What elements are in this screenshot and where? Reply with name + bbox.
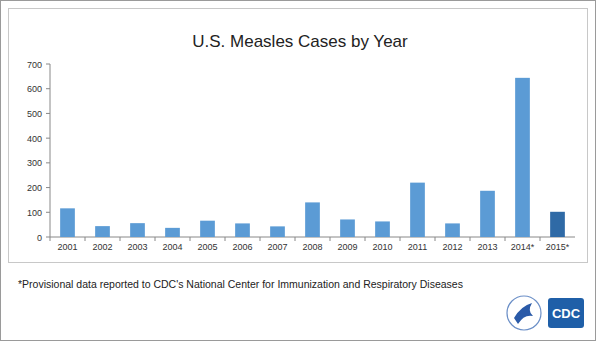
y-tick-label: 500 bbox=[27, 109, 42, 119]
x-tick-label: 2014* bbox=[511, 242, 535, 252]
bar bbox=[410, 183, 425, 237]
x-tick-label: 2015* bbox=[546, 242, 570, 252]
x-tick bbox=[365, 237, 366, 241]
tick-mark bbox=[46, 64, 50, 65]
x-tick bbox=[120, 237, 121, 241]
bar bbox=[375, 221, 390, 237]
x-tick bbox=[260, 237, 261, 241]
x-tick bbox=[155, 237, 156, 241]
y-tick-label: 400 bbox=[27, 134, 42, 144]
x-tick bbox=[540, 237, 541, 241]
bar bbox=[445, 223, 460, 237]
x-tick bbox=[330, 237, 331, 241]
x-tick-label: 2006 bbox=[232, 242, 252, 252]
bar bbox=[550, 212, 565, 237]
footnote: *Provisional data reported to CDC's Nati… bbox=[18, 278, 463, 290]
bar bbox=[340, 219, 355, 237]
bar bbox=[130, 223, 145, 237]
x-tick bbox=[295, 237, 296, 241]
tick-mark bbox=[46, 138, 50, 139]
hhs-logo bbox=[507, 296, 541, 330]
cdc-logo: CDC bbox=[548, 298, 584, 328]
x-tick-label: 2003 bbox=[127, 242, 147, 252]
y-tick-label: 600 bbox=[27, 84, 42, 94]
tick-mark bbox=[46, 187, 50, 188]
bar bbox=[515, 78, 530, 237]
bars bbox=[60, 78, 565, 237]
chart: U.S. Measles Cases by Year 0 100 200 300 400 5… bbox=[0, 0, 596, 341]
x-tick-label: 2002 bbox=[92, 242, 112, 252]
bar bbox=[305, 202, 320, 237]
x-tick-label: 2001 bbox=[57, 242, 77, 252]
chart-box bbox=[9, 9, 588, 263]
y-tick-label: 300 bbox=[27, 158, 42, 168]
frame bbox=[1, 1, 596, 341]
y-tick-label: 100 bbox=[27, 208, 42, 218]
x-tick-label: 2010 bbox=[372, 242, 392, 252]
tick-mark bbox=[46, 237, 50, 238]
bar bbox=[200, 221, 215, 237]
x-tick bbox=[400, 237, 401, 241]
x-tick bbox=[505, 237, 506, 241]
y-axis bbox=[50, 64, 51, 237]
x-tick-label: 2007 bbox=[267, 242, 287, 252]
x-tick bbox=[85, 237, 86, 241]
bar bbox=[270, 226, 285, 237]
x-tick-label: 2009 bbox=[337, 242, 357, 252]
tick-mark bbox=[46, 113, 50, 114]
x-tick-label: 2011 bbox=[408, 242, 427, 252]
bar bbox=[235, 223, 250, 237]
x-tick bbox=[225, 237, 226, 241]
bar bbox=[480, 191, 495, 237]
bar bbox=[95, 226, 110, 237]
x-tick-label: 2004 bbox=[162, 242, 182, 252]
y-tick-label: 700 bbox=[27, 60, 42, 70]
cdc-logo-text: CDC bbox=[552, 306, 581, 321]
tick-mark bbox=[46, 162, 50, 163]
x-tick-label: 2008 bbox=[302, 242, 322, 252]
x-tick-label: 2013 bbox=[477, 242, 497, 252]
bar bbox=[60, 208, 75, 237]
chart-root: U.S. Measles Cases by Year 0 100 200 300 400 5… bbox=[0, 0, 596, 341]
x-tick bbox=[470, 237, 471, 241]
x-tick-label: 2012 bbox=[442, 242, 462, 252]
x-tick bbox=[50, 237, 51, 241]
title: U.S. Measles Cases by Year bbox=[192, 32, 408, 51]
tick-mark bbox=[46, 212, 50, 213]
x-tick bbox=[190, 237, 191, 241]
x-tick bbox=[435, 237, 436, 241]
bar bbox=[165, 228, 180, 237]
y-tick-label: 0 bbox=[37, 233, 42, 243]
y-tick-label: 200 bbox=[27, 183, 42, 193]
x-tick-label: 2005 bbox=[197, 242, 217, 252]
tick-mark bbox=[46, 88, 50, 89]
